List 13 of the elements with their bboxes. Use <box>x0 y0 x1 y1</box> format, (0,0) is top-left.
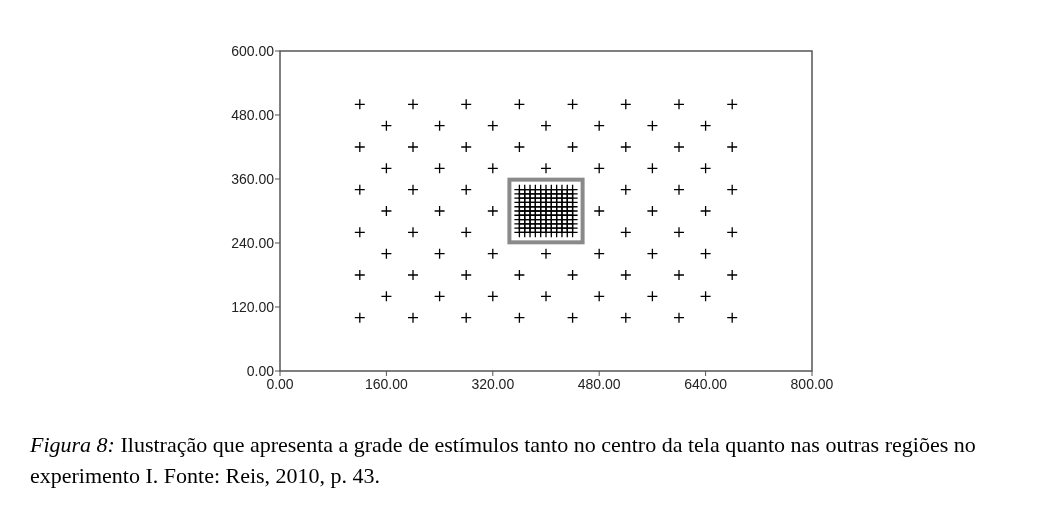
y-tick-label: 240.00 <box>231 234 275 251</box>
x-tick-label: 480.00 <box>577 376 621 392</box>
y-tick-label: 120.00 <box>231 298 275 315</box>
y-tick-label: 360.00 <box>231 170 275 187</box>
y-tick-label: 480.00 <box>231 106 275 123</box>
y-tick-label: 600.00 <box>231 42 275 59</box>
x-tick-label: 800.00 <box>790 376 834 392</box>
text: Figura 8: Ilustração que apresenta a grade de estímulos tanto no centro da tela quanto nas outras regiões no experimento I. Fonte: Reis, 2010, p. 43. <box>29 432 976 488</box>
x-tick-label: 320.00 <box>471 376 515 392</box>
x-tick-label: 0.00 <box>266 376 294 392</box>
x-tick-label: 640.00 <box>684 376 728 392</box>
y-tick-label: 0.00 <box>246 362 275 379</box>
x-tick-label: 160.00 <box>364 376 409 392</box>
